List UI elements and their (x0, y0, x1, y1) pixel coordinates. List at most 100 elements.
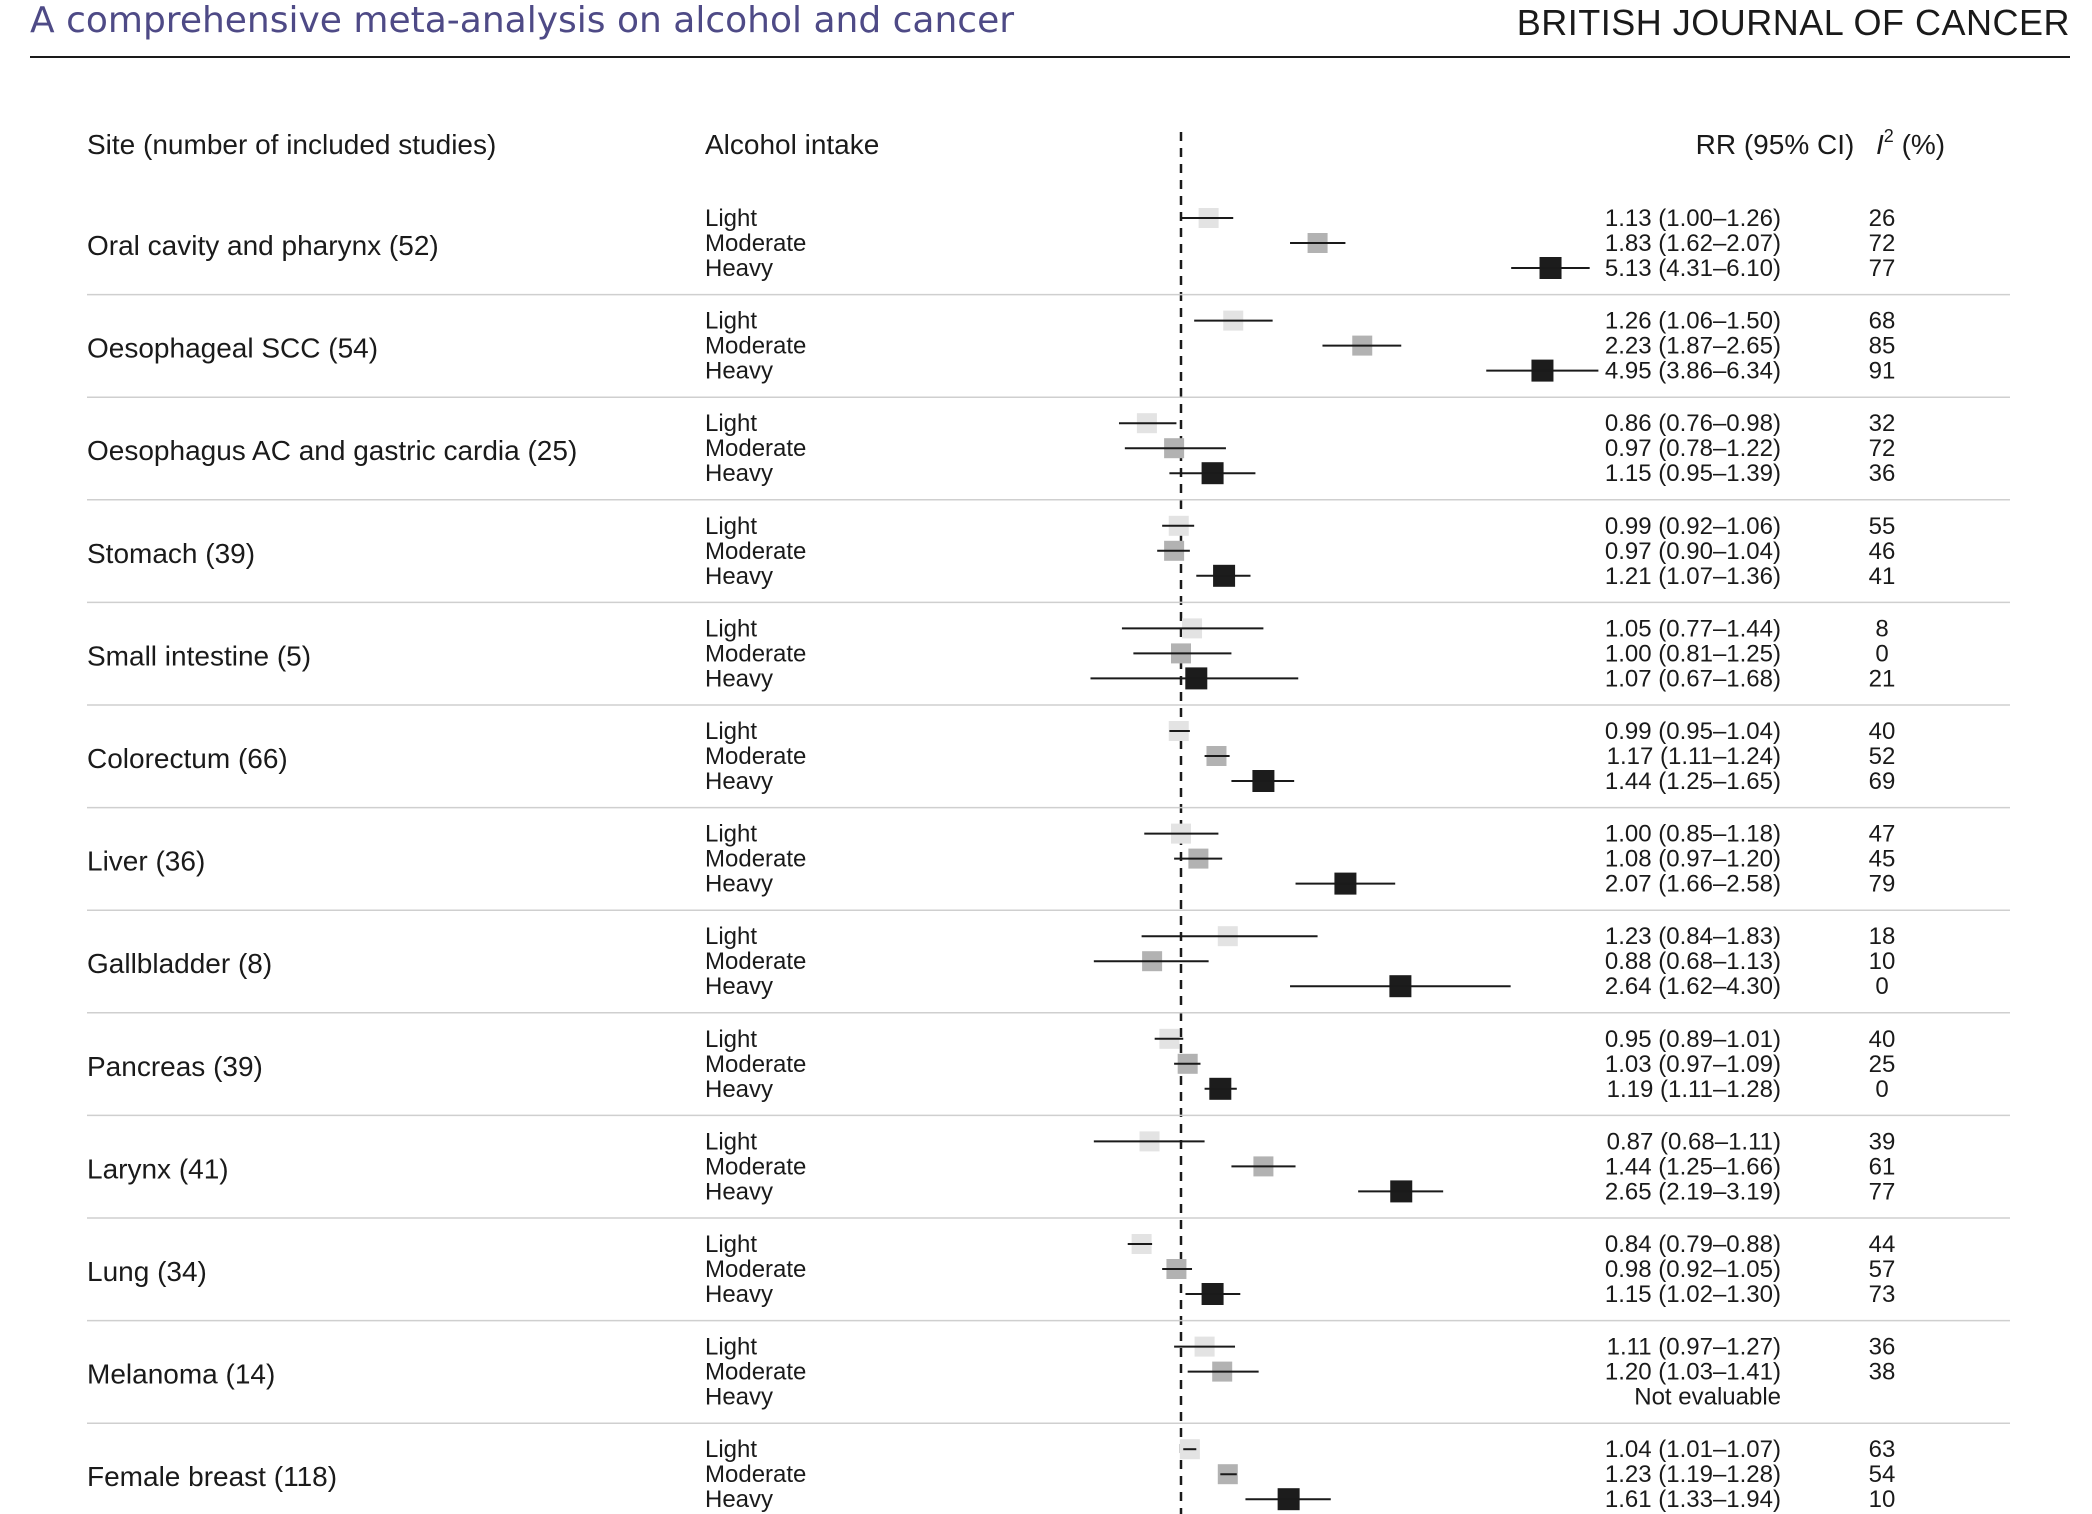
rr-ci-label: 1.23 (0.84–1.83) (1605, 923, 1781, 950)
intake-label: Light (705, 1026, 757, 1053)
intake-label: Heavy (705, 1486, 773, 1513)
intake-label: Light (705, 1334, 757, 1361)
intake-label: Moderate (705, 1359, 806, 1386)
rr-ci-label: 0.97 (0.78–1.22) (1605, 435, 1781, 462)
rr-ci-label: 1.07 (0.67–1.68) (1605, 665, 1781, 692)
rr-ci-label: 1.61 (1.33–1.94) (1605, 1486, 1781, 1513)
intake-label: Heavy (705, 1178, 773, 1205)
i2-value: 52 (1869, 743, 1896, 770)
i2-value: 40 (1869, 718, 1896, 745)
rr-ci-label: 1.23 (1.19–1.28) (1605, 1461, 1781, 1488)
intake-label: Moderate (705, 846, 806, 873)
rr-ci-label: 1.11 (0.97–1.27) (1607, 1334, 1781, 1361)
rr-ci-label: 0.99 (0.92–1.06) (1605, 513, 1781, 540)
site-label: Larynx (41) (87, 1153, 229, 1184)
i2-value: 44 (1869, 1231, 1896, 1258)
intake-label: Heavy (705, 871, 773, 898)
site-row: Gallbladder (8) Light 1.23 (0.84–1.83) 18 Mo… (87, 923, 2010, 1014)
i2-value: 63 (1869, 1436, 1896, 1463)
site-label: Gallbladder (8) (87, 948, 272, 979)
site-row: Pancreas (39) Light 0.95 (0.89–1.01) 40 Mode… (87, 1026, 2010, 1117)
rr-ci-label: 1.00 (0.85–1.18) (1605, 821, 1781, 848)
rr-ci-label: 1.44 (1.25–1.66) (1605, 1153, 1781, 1180)
i2-value: 8 (1875, 615, 1888, 642)
site-row: Melanoma (14) Light 1.11 (0.97–1.27) 36 Mode… (87, 1334, 2010, 1424)
rr-ci-label: Not evaluable (1634, 1384, 1781, 1411)
i2-value: 77 (1869, 1178, 1896, 1205)
i2-value: 18 (1869, 923, 1896, 950)
intake-label: Heavy (705, 255, 773, 282)
rr-ci-label: 1.15 (1.02–1.30) (1605, 1281, 1781, 1308)
rr-ci-label: 0.98 (0.92–1.05) (1605, 1256, 1781, 1283)
intake-label: Light (705, 1128, 757, 1155)
column-header-rr: RR (95% CI) (1696, 129, 1855, 160)
intake-label: Light (705, 410, 757, 437)
rr-ci-label: 1.03 (0.97–1.09) (1605, 1051, 1781, 1078)
rr-ci-label: 1.83 (1.62–2.07) (1605, 230, 1781, 257)
intake-label: Moderate (705, 948, 806, 975)
site-row: Colorectum (66) Light 0.99 (0.95–1.04) 40 Mo… (87, 718, 2010, 809)
intake-label: Light (705, 308, 757, 335)
i2-value: 72 (1869, 435, 1896, 462)
i2-value: 69 (1869, 768, 1896, 795)
i2-value: 77 (1869, 255, 1896, 282)
i2-value: 91 (1869, 358, 1896, 385)
i2-value: 79 (1869, 871, 1896, 898)
intake-label: Light (705, 615, 757, 642)
forest-rows: Oral cavity and pharynx (52) Light 1.13 (1… (87, 205, 2010, 1513)
rr-ci-label: 0.87 (0.68–1.11) (1607, 1128, 1781, 1155)
site-row: Stomach (39) Light 0.99 (0.92–1.06) 55 Moder… (87, 513, 2010, 604)
intake-label: Light (705, 1436, 757, 1463)
site-row: Larynx (41) Light 0.87 (0.68–1.11) 39 Modera… (87, 1128, 2010, 1219)
i2-value: 54 (1869, 1461, 1896, 1488)
i2-value: 68 (1869, 308, 1896, 335)
intake-label: Light (705, 205, 757, 232)
i2-value: 21 (1869, 665, 1896, 692)
i2-value: 38 (1869, 1359, 1896, 1386)
i2-value: 10 (1869, 948, 1896, 975)
rr-ci-label: 0.97 (0.90–1.04) (1605, 538, 1781, 565)
rr-ci-label: 1.15 (0.95–1.39) (1605, 460, 1781, 487)
i2-value: 61 (1869, 1153, 1896, 1180)
i2-value: 36 (1869, 460, 1896, 487)
i2-value: 85 (1869, 333, 1896, 360)
site-label: Stomach (39) (87, 538, 255, 569)
i2-value: 57 (1869, 1256, 1896, 1283)
intake-label: Moderate (705, 1256, 806, 1283)
site-label: Liver (36) (87, 846, 205, 877)
i2-value: 40 (1869, 1026, 1896, 1053)
i2-value: 25 (1869, 1051, 1896, 1078)
rr-ci-label: 1.44 (1.25–1.65) (1605, 768, 1781, 795)
rr-ci-label: 1.21 (1.07–1.36) (1605, 563, 1781, 590)
i2-value: 47 (1869, 821, 1896, 848)
journal-name: BRITISH JOURNAL OF CANCER (1516, 2, 2070, 43)
intake-label: Moderate (705, 230, 806, 257)
intake-label: Light (705, 1231, 757, 1258)
intake-label: Moderate (705, 743, 806, 770)
rr-ci-label: 0.99 (0.95–1.04) (1605, 718, 1781, 745)
rr-ci-label: 1.00 (0.81–1.25) (1605, 640, 1781, 667)
intake-label: Heavy (705, 768, 773, 795)
i2-value: 0 (1875, 1076, 1888, 1103)
site-row: Female breast (118) Light 1.04 (1.01–1.07)… (87, 1436, 1895, 1513)
site-row: Oesophagus AC and gastric cardia (25) Lig… (87, 410, 2010, 501)
column-header-i2-unit: (%) (1894, 129, 1945, 160)
intake-label: Heavy (705, 460, 773, 487)
site-row: Liver (36) Light 1.00 (0.85–1.18) 47 Moderat… (87, 821, 2010, 911)
intake-label: Moderate (705, 538, 806, 565)
rr-ci-label: 1.17 (1.11–1.24) (1607, 743, 1781, 770)
i2-value: 55 (1869, 513, 1896, 540)
i2-value: 46 (1869, 538, 1896, 565)
i2-value: 0 (1875, 640, 1888, 667)
i2-value: 10 (1869, 1486, 1896, 1513)
column-header-i2-base: I (1876, 129, 1884, 160)
site-row: Lung (34) Light 0.84 (0.79–0.88) 44 Moderate… (87, 1231, 2010, 1322)
rr-ci-label: 4.95 (3.86–6.34) (1605, 358, 1781, 385)
site-label: Oesophageal SCC (54) (87, 333, 378, 364)
i2-value: 0 (1875, 973, 1888, 1000)
rr-ci-label: 0.86 (0.76–0.98) (1605, 410, 1781, 437)
intake-label: Light (705, 821, 757, 848)
intake-label: Heavy (705, 563, 773, 590)
site-label: Lung (34) (87, 1256, 207, 1287)
